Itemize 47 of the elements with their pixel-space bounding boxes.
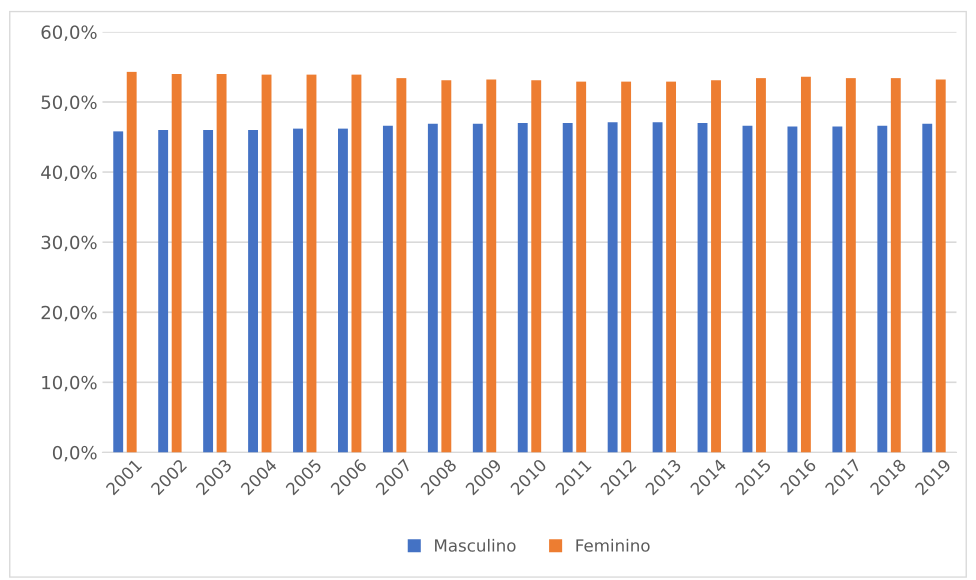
- y-tick-label: 10,0%: [42, 376, 97, 392]
- bar: [428, 124, 438, 452]
- bar: [158, 130, 168, 452]
- bar: [621, 82, 632, 452]
- bar: [666, 82, 676, 452]
- bar: [800, 76, 811, 452]
- bar: [652, 122, 663, 452]
- bar: [711, 80, 721, 452]
- bar: [922, 124, 932, 452]
- bar: [248, 130, 258, 452]
- bar: [293, 128, 303, 452]
- bar: [846, 78, 856, 452]
- bar: [787, 126, 798, 452]
- bar: [113, 131, 124, 452]
- bar: [472, 124, 483, 452]
- bar: [608, 122, 618, 452]
- bar: [756, 78, 766, 452]
- bar: [203, 130, 214, 452]
- bar: [216, 74, 227, 452]
- legend-label: Masculino: [435, 538, 516, 552]
- y-tick-label: 20,0%: [42, 306, 97, 322]
- y-tick-label: 0,0%: [52, 446, 97, 462]
- bar: [936, 80, 946, 452]
- bar: [262, 74, 272, 452]
- bar: [306, 74, 316, 452]
- bar: [351, 74, 362, 452]
- bar: [172, 74, 182, 452]
- legend-label: Feminino: [576, 538, 650, 552]
- y-tick-label: 60,0%: [42, 25, 97, 41]
- bar: [382, 126, 393, 452]
- bar: [486, 80, 496, 452]
- bar: [126, 72, 137, 452]
- bar: [441, 80, 452, 452]
- bar: [531, 80, 542, 452]
- bar: [832, 126, 842, 452]
- bar: [338, 128, 348, 452]
- bar: [396, 78, 406, 452]
- bar: [562, 123, 573, 452]
- bar: [698, 123, 708, 452]
- bar: [518, 123, 528, 452]
- y-tick-label: 30,0%: [42, 236, 97, 252]
- bar: [877, 126, 888, 452]
- bar: [890, 78, 901, 452]
- y-tick-label: 40,0%: [41, 166, 97, 182]
- y-tick-label: 50,0%: [42, 95, 97, 111]
- bar: [742, 126, 752, 452]
- bar: [576, 82, 586, 452]
